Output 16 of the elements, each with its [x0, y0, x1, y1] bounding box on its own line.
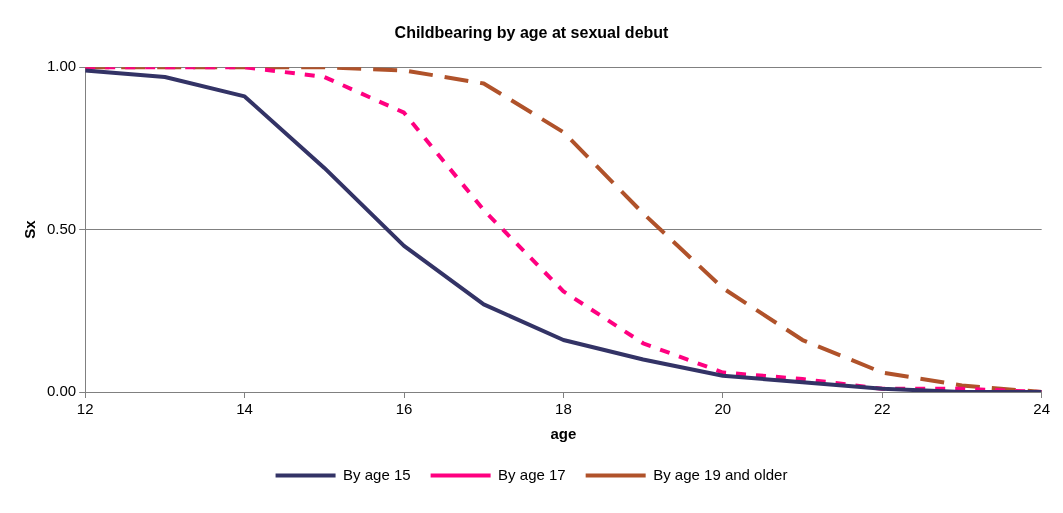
x-tick-label: 24	[1033, 400, 1050, 418]
y-axis-title: Sx	[21, 219, 39, 239]
y-tick-label: 0.50	[46, 219, 77, 237]
legend-label: By age 17	[498, 465, 566, 483]
legend-label: By age 19 and older	[653, 465, 788, 483]
x-tick-label: 14	[236, 400, 253, 418]
x-tick-label: 12	[76, 400, 94, 418]
y-tick-label: 0.00	[46, 382, 77, 400]
x-axis-title: age	[550, 425, 577, 443]
y-tick-label: 1.00	[46, 57, 77, 75]
x-tick-label: 16	[395, 400, 413, 418]
chart-title: Childbearing by age at sexual debut	[394, 24, 670, 42]
legend-label: By age 15	[343, 465, 411, 483]
x-tick-label: 20	[714, 400, 732, 418]
x-tick-label: 22	[873, 400, 891, 418]
x-tick-label: 18	[555, 400, 572, 418]
